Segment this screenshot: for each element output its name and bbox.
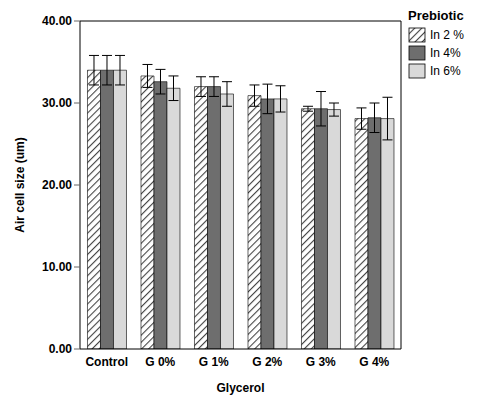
svg-text:30.00: 30.00 — [42, 96, 72, 110]
svg-text:G 4%: G 4% — [359, 355, 389, 369]
svg-text:G 2%: G 2% — [252, 355, 282, 369]
svg-text:Glycerol: Glycerol — [216, 381, 264, 395]
svg-text:G 1%: G 1% — [199, 355, 229, 369]
html-text:Prebiotic: Prebiotic — [408, 8, 464, 23]
html-text:In 4%: In 4% — [430, 46, 461, 60]
svg-text:G 0%: G 0% — [145, 355, 175, 369]
svg-text:20.00: 20.00 — [42, 178, 72, 192]
svg-text:Control: Control — [85, 355, 128, 369]
html-text:In 6%: In 6% — [430, 64, 461, 78]
svg-text:G 3%: G 3% — [306, 355, 336, 369]
svg-text:40.00: 40.00 — [42, 14, 72, 28]
html-text:In 2 %: In 2 % — [430, 28, 464, 42]
svg-text:Air cell size (um): Air cell size (um) — [13, 137, 27, 232]
svg-text:0.00: 0.00 — [49, 342, 73, 356]
svg-text:10.00: 10.00 — [42, 260, 72, 274]
